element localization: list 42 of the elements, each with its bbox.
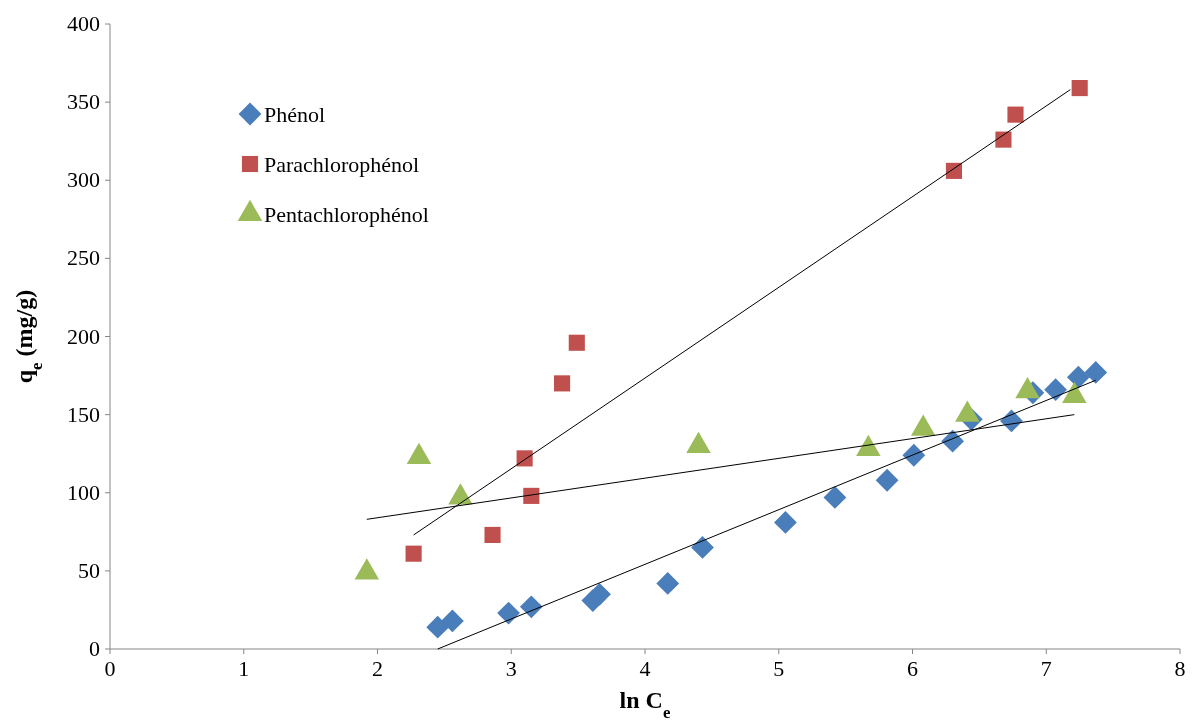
point [426,615,450,639]
x-tick-label: 8 [1174,656,1186,681]
point [1084,361,1108,384]
x-tick-label: 5 [773,656,785,681]
point [823,486,847,509]
point [656,571,680,595]
point [568,334,585,351]
y-tick-label: 250 [67,245,100,271]
y-tick-label: 0 [89,636,100,661]
legend-label: Parachlorophénol [264,152,420,177]
y-tick-label: 100 [67,479,100,505]
point [1071,80,1088,97]
point [523,487,540,504]
x-axis-title: ln C$_{e}$ [619,687,671,722]
point [1066,365,1090,389]
x-tick-label: 4 [639,656,651,681]
x-tick-label: 1 [238,656,250,681]
point [484,526,501,543]
point [691,536,714,559]
point [774,511,797,534]
x-tick-label: 7 [1040,656,1052,681]
x-tick-label: 6 [907,656,918,681]
x-tick-label: 2 [372,656,383,681]
y-tick-label: 350 [67,89,100,115]
point [588,582,611,606]
point [405,545,422,562]
point [995,131,1012,148]
y-tick-label: 400 [67,11,100,36]
point [554,375,571,392]
y-tick-label: 300 [67,167,100,193]
point [1007,106,1024,123]
x-tick-label: 3 [505,656,517,681]
point [441,609,464,633]
point [497,601,520,625]
point [1044,378,1068,402]
x-tick-label: 0 [104,656,116,681]
y-tick-label: 150 [67,401,100,427]
legend-label: Pentachlorophénol [264,202,429,227]
legend-label: Phénol [264,102,326,127]
point [875,468,899,492]
y-tick-label: 50 [78,557,100,583]
y-tick-label: 200 [67,323,100,349]
